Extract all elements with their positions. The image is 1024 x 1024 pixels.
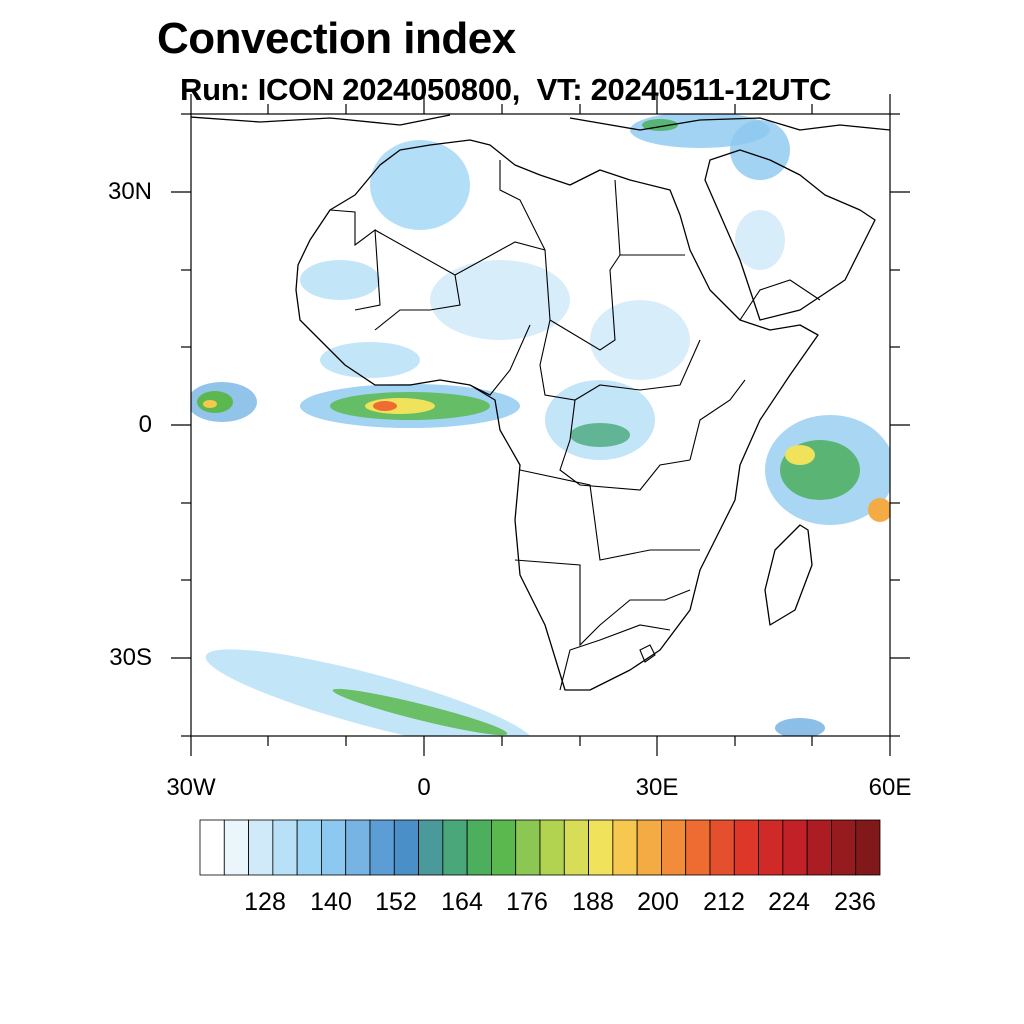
shade-south-east: [775, 718, 825, 736]
colorbar-box: [831, 819, 857, 876]
border-11: [514, 559, 691, 647]
colorbar-box: [855, 819, 881, 876]
colorbar-box: [709, 819, 735, 876]
colorbar-box: [588, 819, 614, 876]
colorbar-box: [539, 819, 565, 876]
shade-ethiopia: [590, 300, 690, 380]
shade-sahel: [430, 260, 570, 340]
shade-indian-core: [785, 445, 815, 465]
colorbar-label: 152: [375, 888, 417, 916]
border-8: [559, 399, 691, 491]
coastlines: [191, 114, 890, 691]
border-9: [689, 379, 746, 461]
country-borders: [329, 160, 821, 691]
colorbar-box: [758, 819, 784, 876]
arabia: [704, 149, 876, 321]
colorbar-box: [296, 819, 322, 876]
border-3: [499, 160, 546, 251]
colorbar-box: [563, 819, 589, 876]
shade-atlantic-hot: [203, 400, 217, 408]
colorbar-box: [466, 819, 492, 876]
colorbar-label: 176: [506, 888, 548, 916]
axis-ticks: [171, 94, 910, 756]
shade-indian-east: [868, 498, 890, 522]
lon-label-30e: 30E: [635, 774, 679, 801]
lon-label-30w: 30W: [166, 774, 216, 801]
lat-label-30n: 30N: [107, 178, 152, 205]
colorbar-label: 188: [572, 888, 614, 916]
lon-label-0: 0: [417, 774, 431, 801]
run-subtitle: Run: ICON 2024050800, VT: 20240511-12UTC: [180, 72, 832, 107]
plot-frame: [190, 113, 891, 737]
colorbar-box: [223, 819, 249, 876]
border-10: [519, 469, 700, 561]
colorbar-label: 140: [310, 888, 352, 916]
shade-morocco: [370, 140, 470, 230]
page-title: Convection index: [157, 14, 516, 63]
colorbar-box: [806, 819, 832, 876]
africa-coastline: [295, 139, 819, 691]
colorbar-box: [321, 819, 347, 876]
shade-congo-core: [570, 423, 630, 447]
border-5: [374, 274, 461, 331]
colorbar-box: [442, 819, 468, 876]
colorbar-box: [782, 819, 808, 876]
colorbar-box: [199, 819, 225, 876]
europe-south: [191, 114, 890, 131]
convection-shading: [191, 114, 890, 736]
border-6: [469, 324, 531, 396]
colorbar-box: [491, 819, 517, 876]
colorbar-label: 200: [637, 888, 679, 916]
border-1: [329, 209, 381, 311]
shade-guinea-hot: [373, 401, 397, 411]
shade-south-core: [332, 688, 508, 736]
colorbar-box: [733, 819, 759, 876]
colorbar-box: [685, 819, 711, 876]
shade-mauritania: [300, 260, 380, 300]
colorbar-box: [272, 819, 298, 876]
lon-label-60e: 60E: [868, 774, 912, 801]
lat-label-30s: 30S: [109, 644, 152, 671]
colorbar-label: 128: [244, 888, 286, 916]
border-13: [739, 279, 821, 321]
colorbar-label: 164: [441, 888, 483, 916]
colorbar-box: [661, 819, 687, 876]
colorbar-box: [393, 819, 419, 876]
shade-congo-outer: [545, 380, 655, 460]
border-4: [614, 179, 621, 256]
colorbar-box: [345, 819, 371, 876]
border-7: [539, 319, 701, 401]
border-lesotho: [639, 644, 656, 663]
shade-levant: [730, 120, 790, 180]
colorbar-box: [636, 819, 662, 876]
border-2: [374, 229, 685, 351]
madagascar: [764, 524, 813, 626]
shade-arabia: [735, 210, 785, 270]
colorbar-label: 236: [834, 888, 876, 916]
colorbar-box: [418, 819, 444, 876]
colorbar-label: 224: [768, 888, 810, 916]
colorbar: [199, 819, 881, 876]
colorbar-box: [515, 819, 541, 876]
colorbar-box: [248, 819, 274, 876]
border-12: [559, 624, 671, 691]
colorbar-label: 212: [703, 888, 745, 916]
colorbar-box: [612, 819, 638, 876]
colorbar-box: [369, 819, 395, 876]
shade-westafrica: [320, 342, 420, 378]
lat-label-0: 0: [138, 411, 152, 438]
